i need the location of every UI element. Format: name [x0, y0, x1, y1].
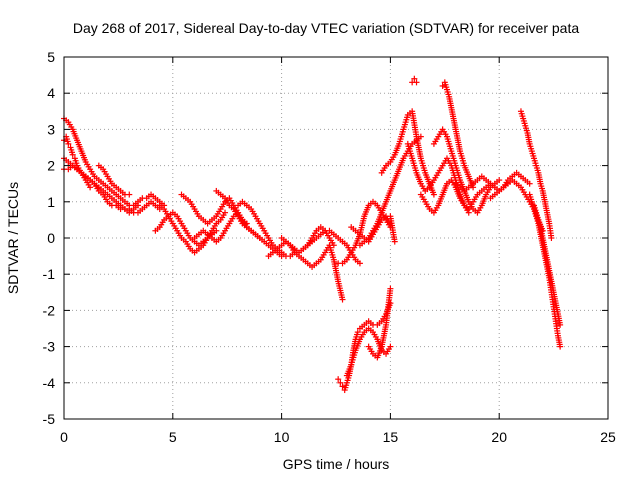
data-point	[387, 343, 394, 350]
y-tick-label: -5	[43, 411, 56, 427]
data-point	[548, 235, 555, 241]
data-point	[69, 151, 76, 158]
x-tick-label: 15	[383, 429, 399, 445]
data-point	[87, 184, 94, 191]
data-point	[354, 329, 361, 336]
x-tick-label: 25	[600, 429, 616, 445]
data-point	[335, 376, 342, 383]
data-point	[339, 296, 346, 303]
data-point	[126, 191, 133, 198]
axis-ticks: 0 5 10 15 20 25 -5 -4 -3 -2 -1 0 1 2 3 4 5	[43, 49, 616, 445]
data-point	[356, 260, 363, 267]
data-point	[337, 379, 344, 386]
y-tick-label: -1	[43, 266, 56, 282]
y-tick-label: -3	[43, 339, 56, 355]
data-point	[496, 177, 503, 184]
y-tick-label: 4	[47, 85, 55, 101]
y-tick-label: -2	[43, 302, 56, 318]
data-point	[339, 383, 346, 390]
y-tick-label: 5	[47, 49, 55, 65]
y-tick-label: 3	[47, 121, 55, 137]
data-point	[526, 180, 533, 187]
data-point	[411, 75, 418, 82]
data-point	[65, 140, 72, 147]
data-point	[557, 343, 564, 350]
chart-title: Day 268 of 2017, Sidereal Day-to-day VTE…	[73, 20, 580, 36]
data-point	[387, 285, 394, 292]
data-point	[387, 213, 394, 220]
y-axis-label: SDTVAR / TECUs	[5, 182, 21, 294]
x-axis-label: GPS time / hours	[283, 456, 390, 472]
y-tick-label: 1	[47, 194, 55, 210]
x-tick-label: 20	[491, 429, 507, 445]
x-tick-label: 10	[274, 429, 290, 445]
data-point	[134, 202, 141, 209]
data-point	[413, 79, 420, 86]
data-point	[439, 82, 446, 89]
data-point	[222, 209, 229, 216]
x-tick-label: 0	[60, 429, 68, 445]
data-points	[61, 75, 564, 394]
x-tick-label: 5	[169, 429, 177, 445]
y-tick-label: 2	[47, 158, 55, 174]
y-tick-label: -4	[43, 375, 56, 391]
data-point	[430, 191, 437, 198]
data-point	[557, 321, 564, 328]
y-tick-label: 0	[47, 230, 55, 246]
